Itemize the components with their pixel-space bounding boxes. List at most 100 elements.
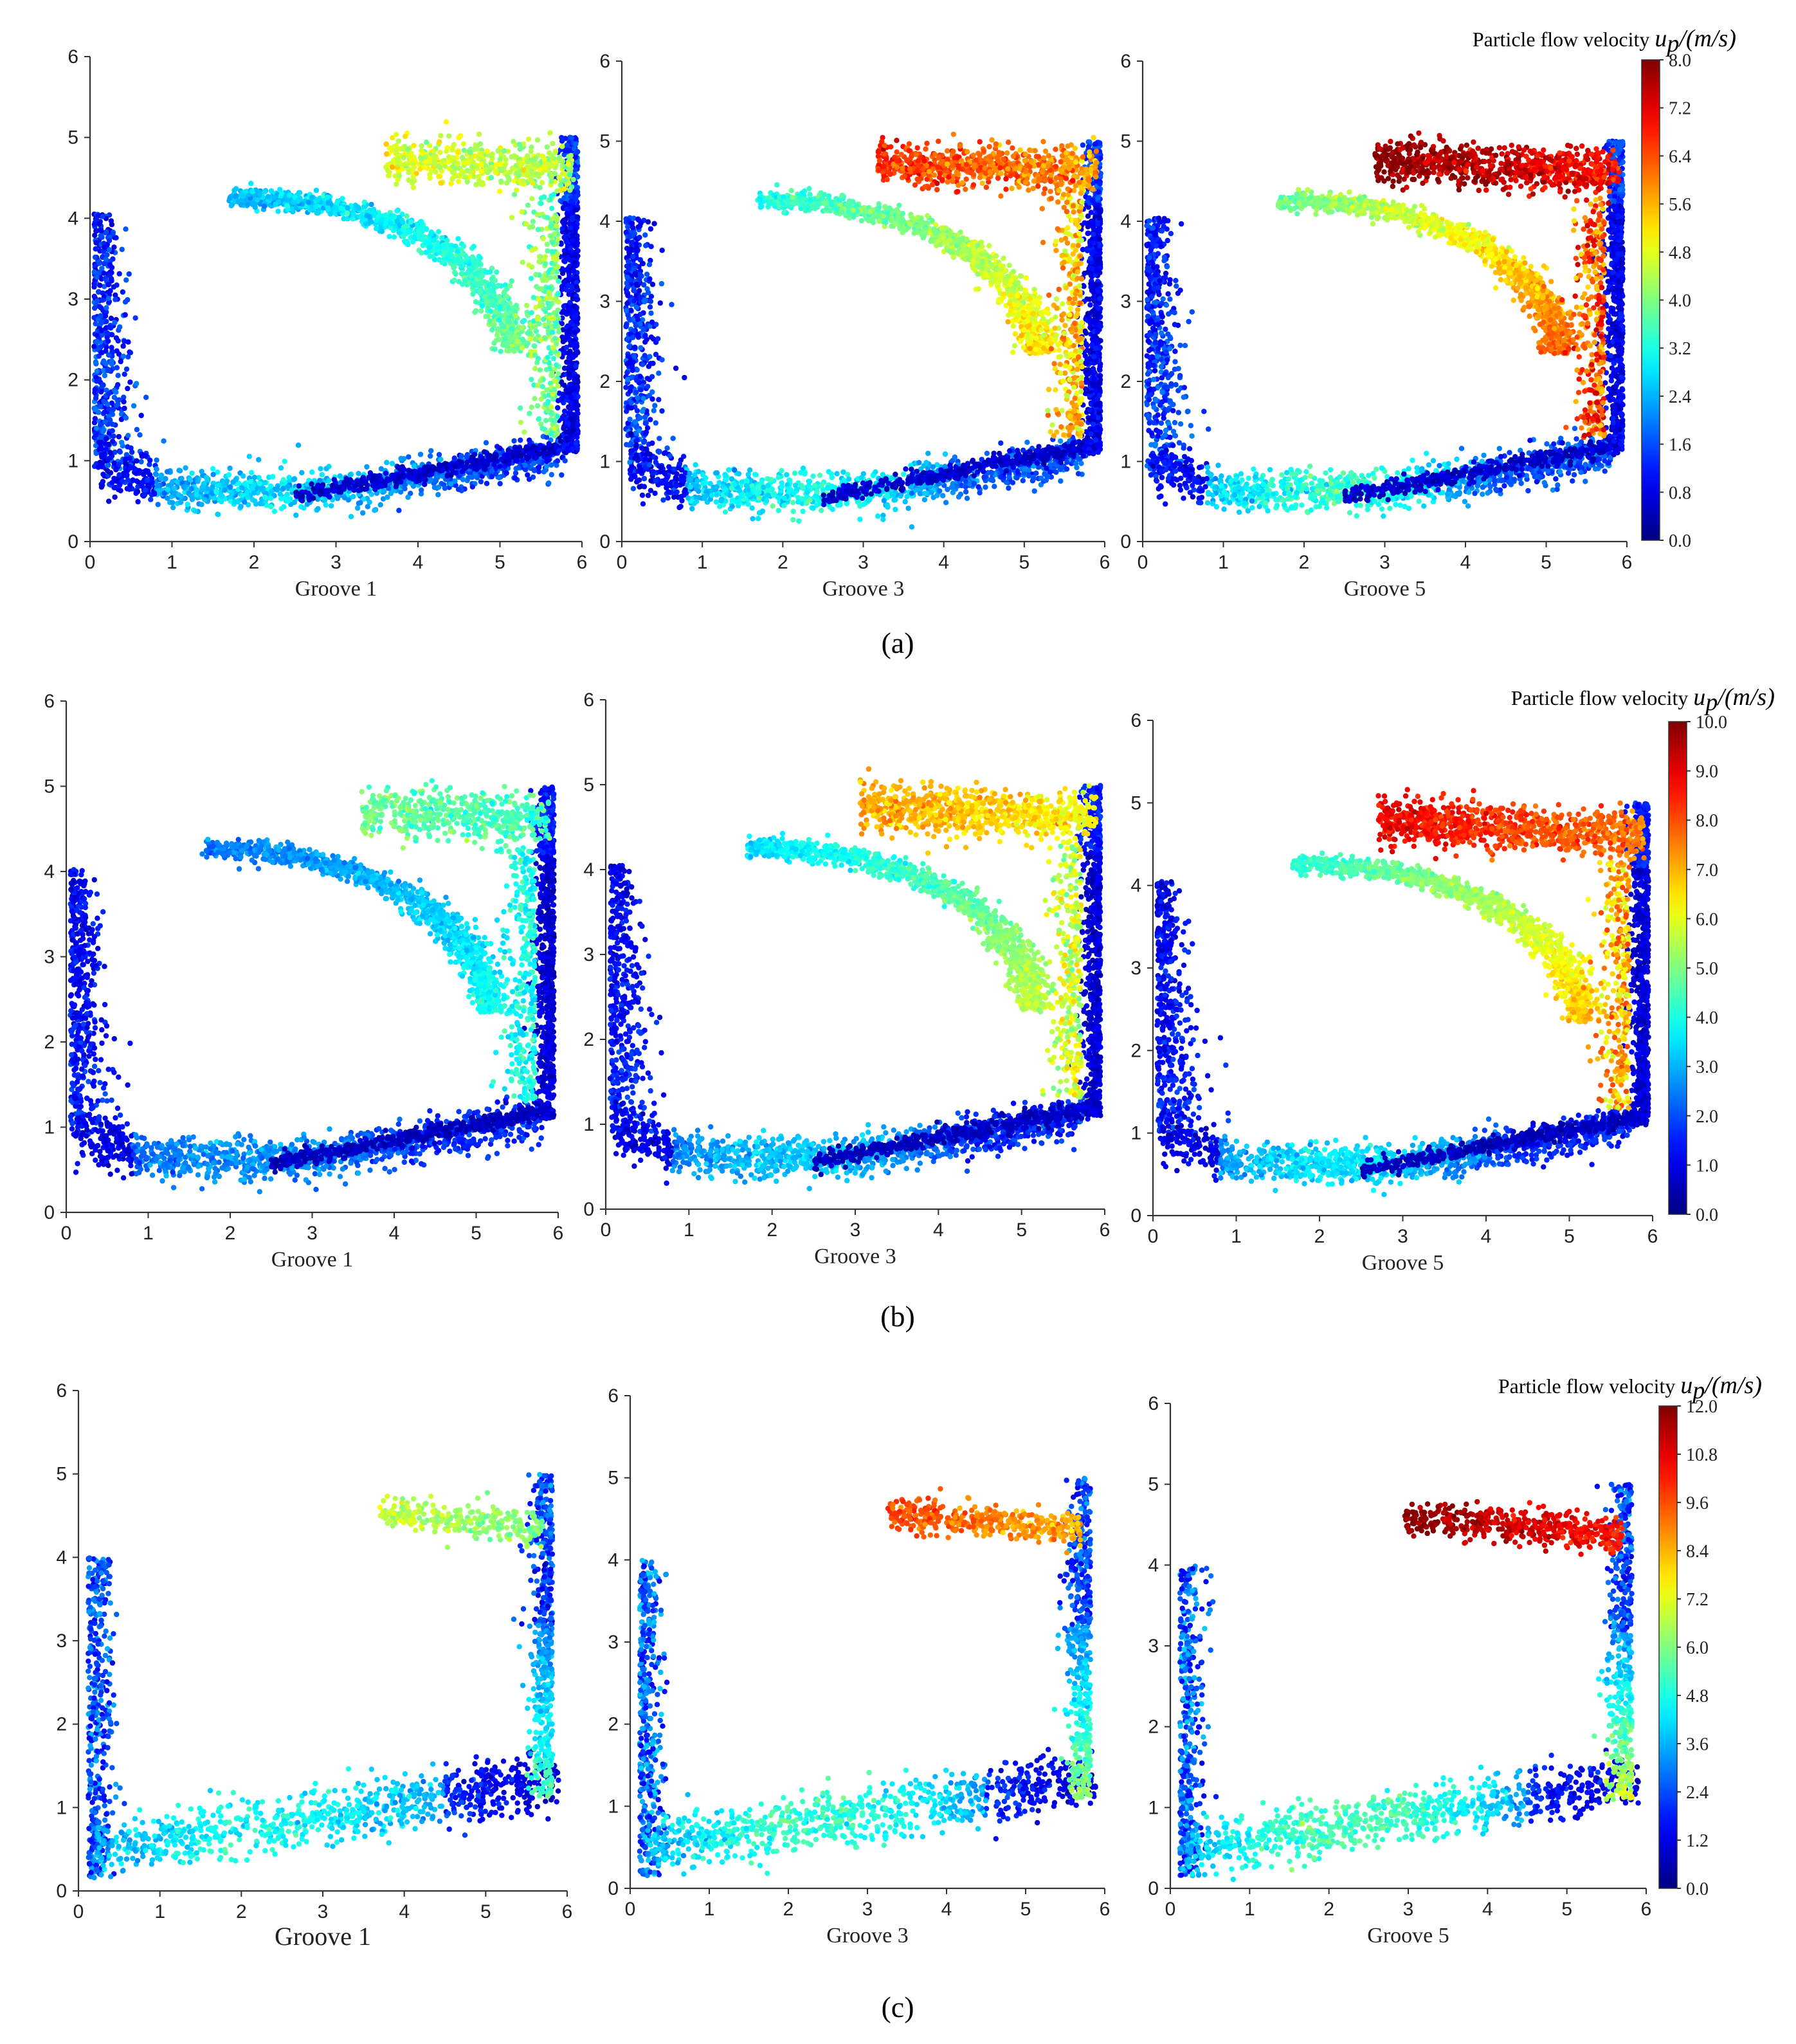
particle-point [573,363,579,369]
particle-point [101,398,107,405]
particle-point [544,387,550,393]
particle-point [361,199,367,205]
particle-point [450,175,456,181]
particle-point [470,462,476,468]
particle-point [108,315,114,322]
particle-point [389,461,395,466]
particle-point [134,426,140,433]
y-tick-label: 2 [68,370,78,391]
particle-point [345,205,350,211]
particle-point [518,453,523,459]
particle-point [484,480,490,486]
particle-point [309,469,315,475]
particle-point [384,459,390,466]
particle-point [574,318,579,325]
particle-point [125,385,131,392]
particle-point [419,250,424,256]
particle-point [568,152,574,159]
particle-point [438,457,444,462]
particle-point [437,149,443,156]
particle-point [426,239,431,245]
particle-point [194,492,200,498]
particle-point [522,429,527,435]
particle-point [447,257,453,263]
particle-point [554,251,561,257]
particle-point [569,446,575,452]
particle-point [551,387,557,392]
particle-point [286,192,292,198]
particle-point [505,329,511,336]
particle-point [262,495,268,500]
particle-point [522,462,528,468]
particle-point [529,310,534,316]
particle-point [461,160,467,166]
particle-point [556,299,561,305]
particle-point [559,226,565,232]
particle-point [568,199,574,205]
particle-point [238,504,244,509]
particle-point [438,132,444,139]
particle-point [550,269,556,275]
particle-point [152,471,159,477]
particle-point [106,247,113,253]
particle-point [426,244,432,250]
particle-point [426,158,432,165]
particle-point [470,291,476,297]
particle-point [282,459,287,464]
particle-point [390,472,396,479]
particle-point [123,415,129,421]
particle-point [536,464,542,470]
particle-point [305,199,311,205]
particle-point [104,305,109,311]
particle-point [399,219,406,225]
particle-point [104,330,111,336]
particle-point [325,194,331,200]
particle-point [408,469,413,475]
particle-point [372,507,377,513]
particle-point [535,226,541,232]
particle-point [565,334,571,340]
y-tick-label: 0 [68,531,78,552]
particle-point [98,327,104,334]
particle-point [106,406,112,412]
particle-point [110,439,116,444]
particle-point [549,178,554,185]
particle-point [460,462,466,469]
particle-point [331,488,337,494]
particle-point [471,244,476,250]
particle-point [111,485,117,491]
particle-point [93,321,98,327]
particle-point [431,160,437,165]
particle-point [379,482,385,489]
particle-point [336,484,341,490]
particle-point [494,269,500,275]
particle-point [137,432,143,438]
particle-point [504,316,511,322]
particle-point [554,414,561,419]
particle-point [554,188,560,194]
particle-point [564,359,570,365]
particle-point [431,237,437,243]
particle-point [408,473,413,480]
particle-point [469,164,475,170]
particle-point [540,384,545,390]
particle-point [244,201,251,207]
particle-point [112,449,118,455]
particle-point [656,370,662,376]
particle-point [325,200,331,206]
particle-point [93,425,100,432]
particle-point [98,404,104,410]
particle-point [406,169,412,176]
particle-point [503,470,509,476]
particle-point [545,354,550,360]
particle-point [535,383,541,388]
particle-point [96,260,102,266]
particle-point [536,162,541,169]
particle-point [338,489,344,495]
particle-point [242,499,248,505]
particle-point [573,141,579,147]
particle-point [127,350,134,356]
particle-point [343,480,349,487]
particle-point [350,212,357,218]
particle-point [387,477,393,483]
